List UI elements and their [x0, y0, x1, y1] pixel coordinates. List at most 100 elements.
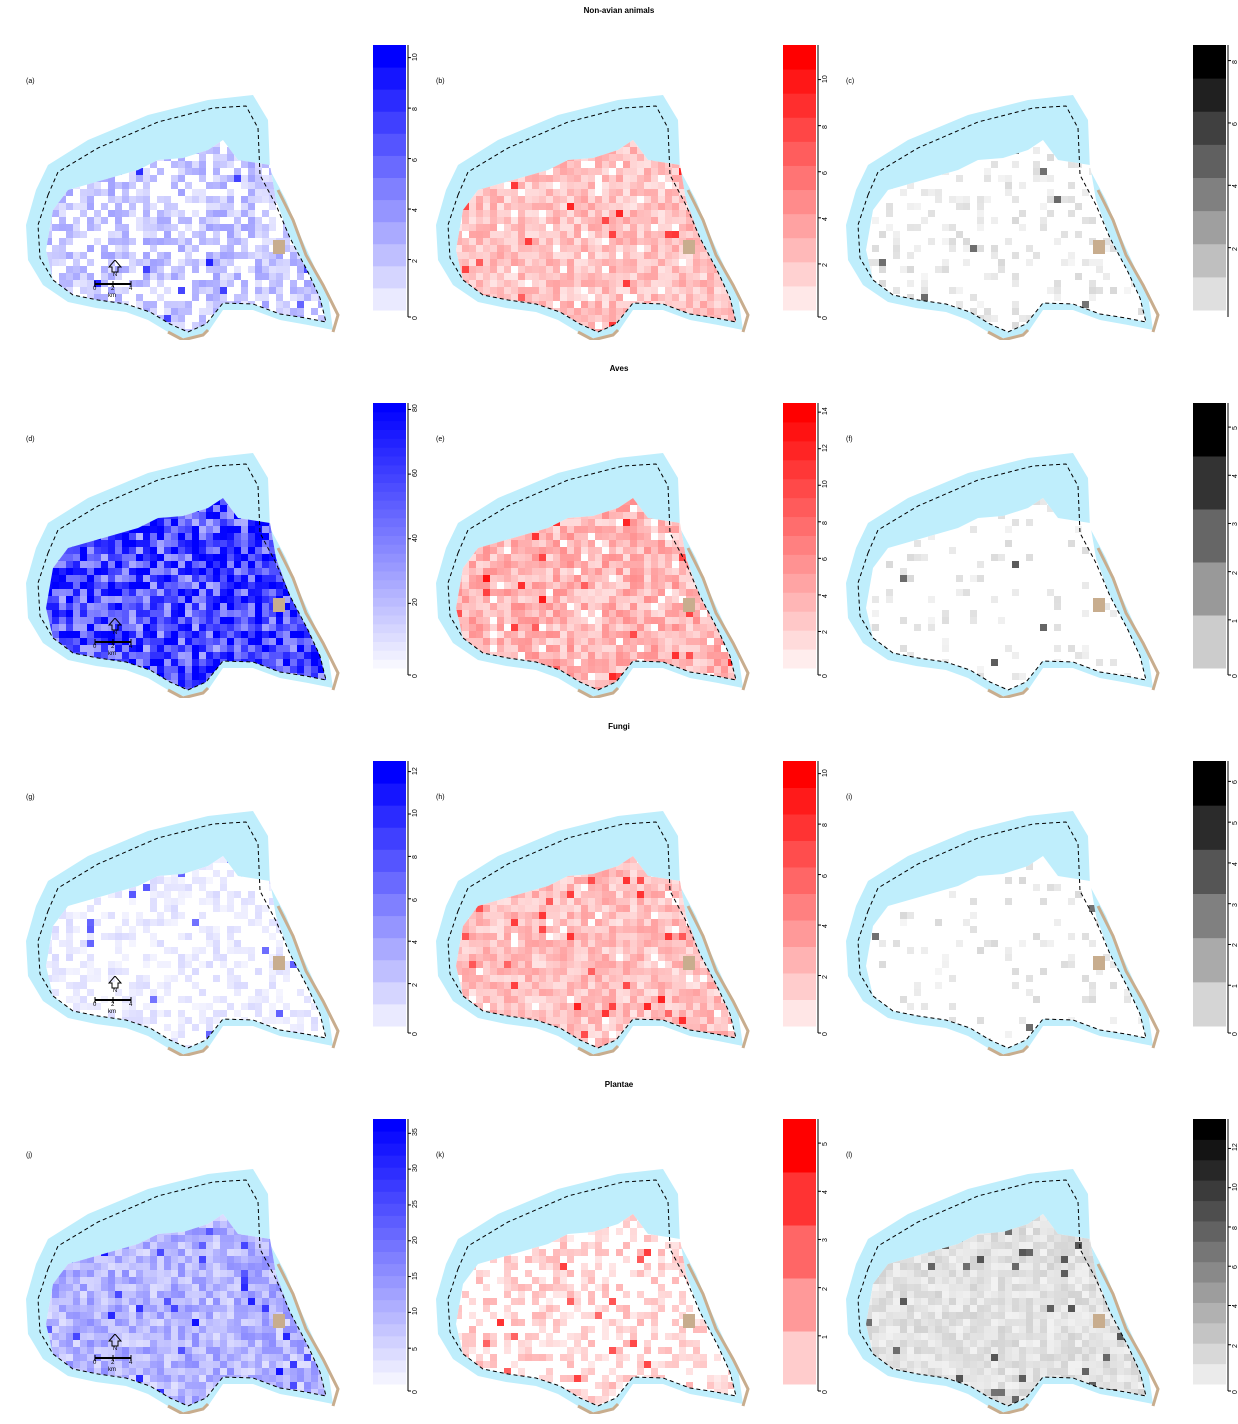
heat-cell: [658, 694, 665, 698]
heat-cell: [227, 638, 234, 645]
heat-cell: [276, 505, 283, 512]
heat-cell: [742, 154, 749, 161]
heat-cell: [900, 575, 907, 582]
heat-cell: [185, 631, 192, 638]
heat-cell: [80, 666, 87, 673]
heat-cell: [1138, 266, 1145, 273]
heat-cell: [241, 540, 248, 547]
heat-cell: [511, 547, 518, 554]
heat-cell: [262, 526, 269, 533]
heat-cell: [73, 610, 80, 617]
heat-cell: [220, 610, 227, 617]
heat-cell: [658, 624, 665, 631]
heat-cell: [1145, 273, 1152, 280]
heat-cell: [241, 175, 248, 182]
heat-cell: [546, 252, 553, 259]
scale-label: 4: [129, 286, 132, 292]
heat-cell: [157, 568, 164, 575]
heat-cell: [38, 659, 45, 666]
heat-cell: [525, 196, 532, 203]
heat-cell: [504, 336, 511, 340]
heat-cell: [679, 322, 686, 329]
heat-cell: [553, 575, 560, 582]
heat-cell: [1047, 589, 1054, 596]
heat-cell: [157, 617, 164, 624]
heat-cell: [469, 238, 476, 245]
heat-cell: [672, 659, 679, 666]
heat-cell: [623, 329, 630, 336]
heat-cell: [658, 631, 665, 638]
heat-cell: [679, 294, 686, 301]
heat-cell: [332, 147, 339, 154]
heat-cell: [178, 175, 185, 182]
heat-cell: [262, 680, 269, 687]
heat-cell: [735, 596, 742, 603]
heat-cell: [1061, 315, 1068, 322]
heat-cell: [157, 540, 164, 547]
heat-cell: [637, 512, 644, 519]
heat-cell: [497, 336, 504, 340]
heat-cell: [1131, 217, 1138, 224]
heat-cell: [714, 687, 721, 694]
heat-cell: [108, 680, 115, 687]
heat-cell: [560, 694, 567, 698]
heat-cell: [234, 266, 241, 273]
legend-swatch: [783, 554, 816, 573]
heat-cell: [553, 680, 560, 687]
heat-cell: [143, 547, 150, 554]
heat-cell: [567, 168, 574, 175]
heat-cell: [178, 645, 185, 652]
heat-cell: [679, 582, 686, 589]
heat-cell: [574, 610, 581, 617]
heat-cell: [115, 694, 122, 698]
heat-cell: [213, 582, 220, 589]
heat-cell: [518, 259, 525, 266]
heat-cell: [108, 238, 115, 245]
heat-cell: [921, 273, 928, 280]
heat-cell: [311, 561, 318, 568]
heat-cell: [157, 666, 164, 673]
heat-cell: [567, 589, 574, 596]
heat-cell: [984, 273, 991, 280]
heat-cell: [80, 554, 87, 561]
heat-cell: [637, 519, 644, 526]
heat-cell: [262, 301, 269, 308]
heat-cell: [518, 638, 525, 645]
heat-cell: [588, 224, 595, 231]
heat-cell: [199, 596, 206, 603]
legend-swatch: [373, 45, 406, 68]
heat-cell: [574, 175, 581, 182]
heat-cell: [588, 666, 595, 673]
heat-cell: [532, 336, 539, 340]
heat-cell: [511, 182, 518, 189]
heat-cell: [609, 526, 616, 533]
heat-cell: [115, 245, 122, 252]
legend-swatch: [1193, 45, 1226, 79]
heat-cell: [325, 554, 332, 561]
heat-cell: [455, 329, 462, 336]
heat-cell: [525, 210, 532, 217]
heat-cell: [504, 280, 511, 287]
heat-cell: [728, 617, 735, 624]
heat-cell: [644, 694, 651, 698]
heat-cell: [630, 694, 637, 698]
heat-cell: [304, 336, 311, 340]
heat-cell: [332, 617, 339, 624]
heat-cell: [66, 680, 73, 687]
heat-cell: [164, 336, 171, 340]
heat-cell: [52, 687, 59, 694]
heat-cell: [87, 196, 94, 203]
heat-cell: [865, 154, 872, 161]
heat-cell: [721, 224, 728, 231]
heat-cell: [178, 168, 185, 175]
heat-cell: [630, 512, 637, 519]
heat-cell: [714, 308, 721, 315]
heat-cell: [532, 189, 539, 196]
heat-cell: [80, 624, 87, 631]
heat-cell: [248, 526, 255, 533]
heat-cell: [483, 568, 490, 575]
heat-cell: [1061, 231, 1068, 238]
heat-cell: [87, 680, 94, 687]
heat-cell: [115, 329, 122, 336]
heat-cell: [73, 575, 80, 582]
